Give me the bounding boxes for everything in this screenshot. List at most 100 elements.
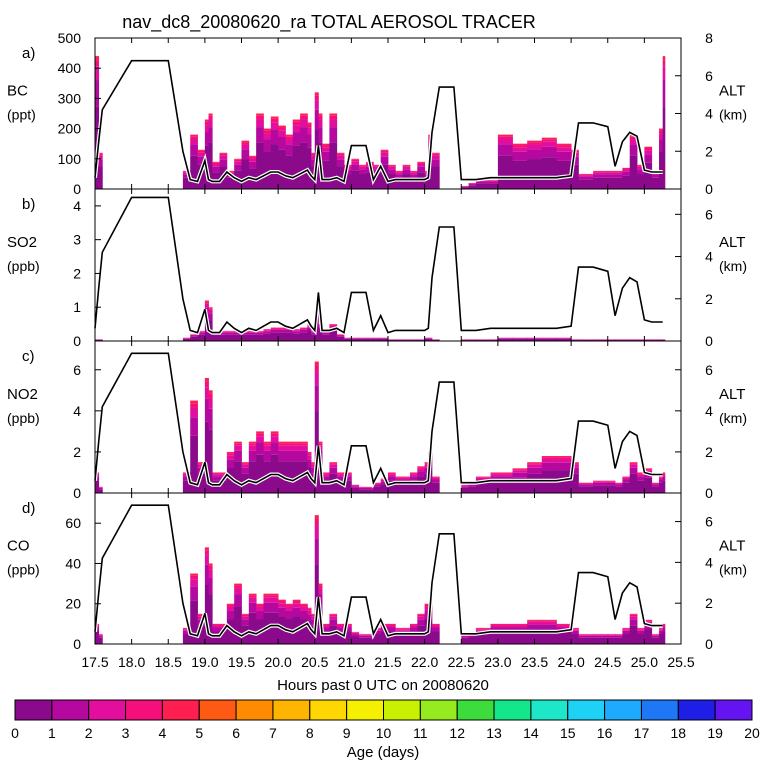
age-segment [208,127,213,143]
age-segment [322,474,330,477]
age-segment [622,167,631,169]
data-bar [431,152,440,189]
age-segment [409,631,418,644]
altitude-line [94,196,663,334]
age-segment [659,629,664,631]
panel-no2: 0 2 4 6 0 2 4 6 c) NO2 (ppb) ALT (km) [7,340,747,501]
age-segment [307,127,312,135]
age-segment [311,613,316,615]
age-segment [373,338,382,339]
age-segment [270,595,279,598]
age-segment [270,327,279,329]
age-segment [336,472,345,474]
age-segment [662,80,666,107]
y-tick-label: 2 [73,265,81,281]
age-segment [637,634,645,644]
age-segment [366,338,374,341]
age-segment [637,164,645,166]
age-segment [98,155,103,160]
age-segment [270,431,279,434]
panel-letter: d) [22,500,35,517]
age-segment [300,610,308,620]
age-segment [629,144,638,156]
age-segment [234,583,242,586]
age-segment [637,473,645,475]
data-bar [571,339,579,341]
age-segment [651,634,660,635]
data-bar [388,164,396,189]
age-colorbar: 0 1 2 3 4 5 6 7 8 9 10 11 12 13 14 15 16 17 18 19 20 [11,699,760,741]
data-bar [336,623,345,644]
data-bar [380,337,389,341]
age-segment [424,606,429,611]
age-segment [409,170,418,172]
data-bar [541,137,557,189]
age-segment [285,450,294,462]
age-segment [208,429,213,493]
age-segment [307,467,312,493]
data-bar [329,613,338,644]
data-bar [190,400,198,493]
data-bar [270,116,279,189]
age-segment [197,152,206,157]
age-segment [98,634,103,635]
age-segment [395,339,404,341]
colorbar-swatch [51,699,90,721]
age-segment [662,624,666,626]
age-segment [190,586,198,601]
data-bar [241,462,250,493]
age-segment [344,474,352,477]
age-segment [311,153,316,156]
age-segment [615,170,623,172]
data-bar [278,441,286,493]
age-segment [424,604,429,607]
age-segment [651,484,660,487]
age-segment [314,361,319,366]
age-segment [256,604,264,607]
age-segment [527,463,543,465]
age-segment [241,619,250,626]
alt-tick-label: 8 [705,30,713,46]
age-segment [292,125,301,133]
age-segment [424,177,429,189]
data-bar [615,482,623,493]
age-segment [541,141,557,147]
age-segment [212,624,220,626]
age-segment [204,421,209,493]
colorbar-tick-label: 17 [634,725,650,741]
age-segment [662,106,666,189]
age-segment [219,472,228,474]
data-bar [190,334,198,341]
age-segment [358,635,367,638]
age-segment [490,476,499,481]
age-segment [197,613,206,615]
age-segment [234,161,242,165]
age-segment [659,634,664,644]
age-segment [226,331,235,332]
age-segment [307,124,312,128]
data-bar [644,339,653,341]
age-segment [190,335,198,337]
data-bar [226,451,235,493]
data-bar [285,441,294,493]
age-segment [417,468,426,472]
age-segment [208,594,213,644]
unit-label: (ppb) [7,562,40,578]
age-segment [311,616,316,620]
age-segment [497,624,513,626]
age-segment [637,480,645,493]
data-bar [270,327,279,341]
altitude-halo [93,503,663,640]
age-segment [226,331,235,333]
data-bar [578,482,594,493]
age-segment [593,171,609,173]
age-segment [322,143,330,146]
age-segment [358,338,367,341]
age-segment [358,487,367,488]
age-segment [409,177,418,189]
age-segment [395,177,404,189]
alt-tick-label: 2 [705,143,713,159]
y-tick-label: 200 [58,121,82,137]
data-bar [248,441,257,493]
alt-unit-label: (km) [719,258,747,274]
